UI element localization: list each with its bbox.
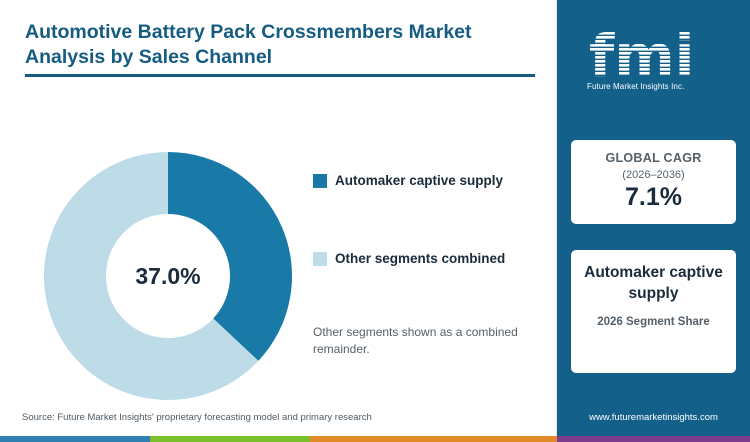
chart-title: Automotive Battery Pack Crossmembers Mar… xyxy=(25,21,472,68)
fmi-logo: fmi xyxy=(589,22,695,90)
cagr-period: (2026–2036) xyxy=(622,169,685,181)
stripe-segment-blue xyxy=(0,436,150,442)
segment-subtitle: 2026 Segment Share xyxy=(597,316,710,328)
svg-text:fmi: fmi xyxy=(589,22,695,90)
logo-company-name: Future Market Insights Inc. xyxy=(587,82,685,91)
legend-label-other-segments-combined: Other segments combined xyxy=(335,251,506,266)
website-link[interactable]: www.futuremarketinsights.com xyxy=(589,412,718,423)
donut-center-label: 37.0% xyxy=(135,263,200,289)
segment-box: Automaker captive supply 2026 Segment Sh… xyxy=(571,250,736,373)
stripe-segment-green xyxy=(150,436,310,442)
bottom-color-stripe xyxy=(0,436,750,442)
donut-slice-other-segments-combined xyxy=(44,152,259,400)
legend-swatch-automaker-captive-supply xyxy=(313,173,327,188)
title-underline xyxy=(25,74,535,77)
legend-label-automaker-captive-supply: Automaker captive supply xyxy=(335,173,504,188)
cagr-value: 7.1% xyxy=(625,183,682,211)
cagr-box: GLOBAL CAGR (2026–2036) 7.1% xyxy=(571,140,736,224)
sidebar-panel: fmi Future Market Insights Inc. GLOBAL C… xyxy=(557,0,750,436)
donut-chart: 37.0% xyxy=(44,152,292,400)
legend-swatch-other-segments-combined xyxy=(313,251,327,266)
donut-slice-automaker-captive-supply xyxy=(168,152,292,361)
stripe-segment-orange xyxy=(310,436,557,442)
source-footnote: Source: Future Market Insights' propriet… xyxy=(22,412,372,423)
segment-title: Automaker captive supply xyxy=(584,264,723,302)
chart-note: Other segments shown as a combined remai… xyxy=(313,325,518,356)
legend-item-automaker-captive-supply: Automaker captive supply xyxy=(313,173,503,188)
legend-item-other-segments-combined: Other segments combined xyxy=(313,251,505,266)
stripe-segment-purple xyxy=(557,436,750,442)
cagr-label: GLOBAL CAGR xyxy=(605,151,702,165)
chart-card: Automotive Battery Pack Crossmembers Mar… xyxy=(22,0,557,436)
